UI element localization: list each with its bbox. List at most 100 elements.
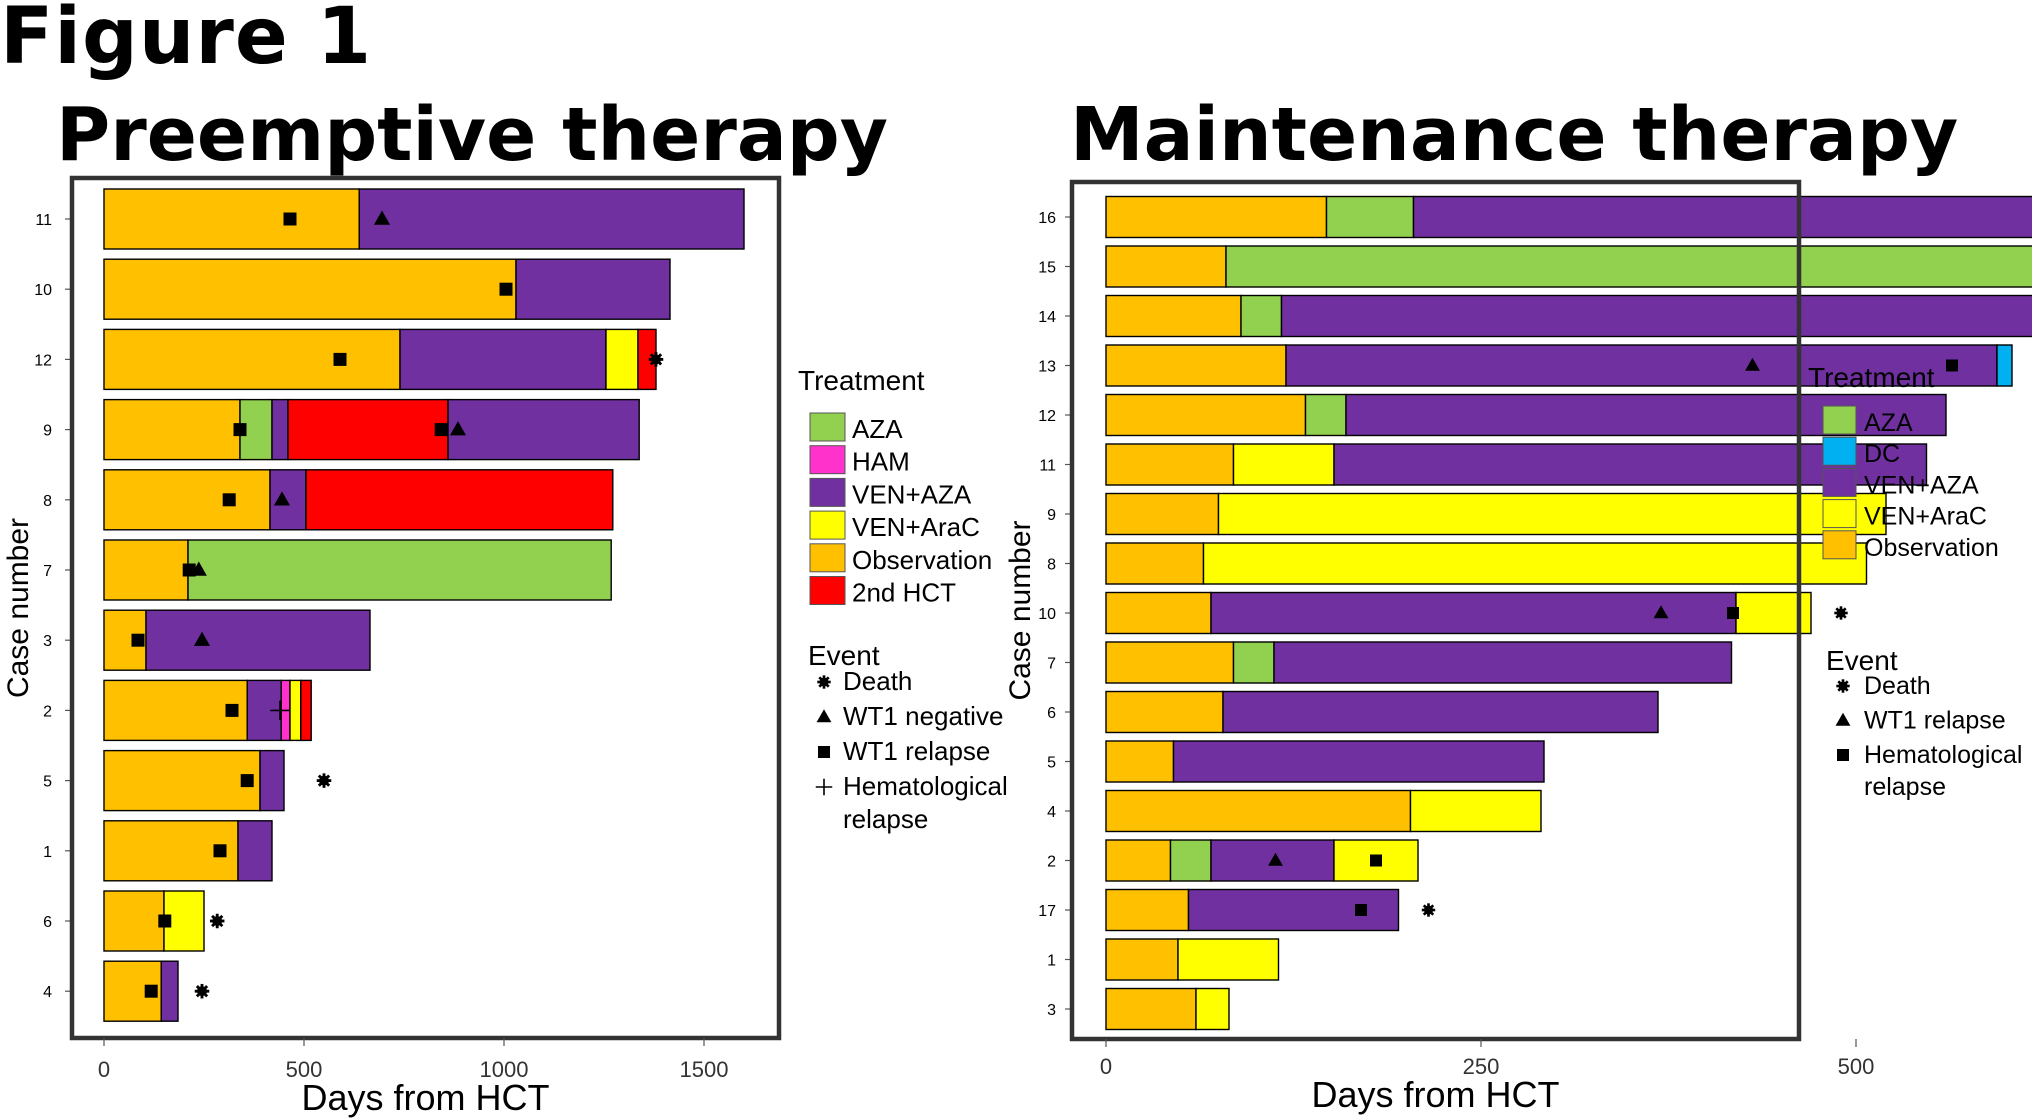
maintenance-legend-swatch-VEN+AraC [1822, 499, 1857, 529]
preemptive-legend-event-label: WT1 negative [843, 701, 1003, 731]
maintenance-legend-event-label: Hematological [1864, 741, 2022, 769]
preemptive-case-8-event-1 [273, 491, 291, 506]
maintenance-case-7-bar-1 [1232, 641, 1275, 684]
preemptive-legend-swatch-HAM [809, 445, 846, 475]
preemptive-case-5-event-1 [316, 773, 332, 788]
preemptive-ytick-label: 3 [43, 633, 52, 650]
maintenance-case-2-bar-0 [1105, 839, 1172, 882]
preemptive-ytick-label: 12 [34, 352, 52, 369]
maintenance-legend-event-symbol-death [1836, 679, 1850, 693]
preemptive-case-7-bar-0 [103, 539, 189, 601]
preemptive-case-3-bar-1 [145, 609, 371, 671]
preemptive-legend-swatch-VEN+AZA [809, 477, 846, 507]
preemptive-case-8-bar-2 [305, 469, 614, 531]
maintenance-case-3-bar-0 [1105, 987, 1197, 1031]
preemptive-case-2-bar-4 [300, 679, 312, 742]
preemptive-case-4-event-0 [144, 984, 158, 998]
preemptive-legend-event-title: Event [808, 640, 880, 671]
maintenance-plot-frame [1069, 179, 1802, 1042]
maintenance-case-12-bar-0 [1105, 393, 1307, 437]
maintenance-case-17-event-1-ray [1427, 904, 1435, 911]
maintenance-ytick-label: 3 [1047, 1002, 1056, 1019]
maintenance-case-10-event-2-ray [1840, 607, 1847, 614]
preemptive-case-3-event-1 [193, 631, 211, 646]
preemptive-case-9-bar-3 [287, 398, 449, 461]
preemptive-case-5-event-1-ray [322, 774, 331, 782]
preemptive-legend-swatch-AZA [809, 412, 846, 442]
preemptive-legend-label: VEN+AraC [852, 512, 980, 542]
preemptive-case-6-event-0 [158, 914, 172, 928]
maintenance-case-10-bar-1 [1210, 591, 1737, 635]
preemptive-legend-label: Observation [852, 545, 992, 575]
maintenance-ytick-label: 12 [1038, 408, 1056, 425]
preemptive-legend-label: VEN+AZA [852, 479, 972, 509]
preemptive-x-axis-label: Days from HCT [301, 1077, 549, 1118]
maintenance-ytick-label: 4 [1047, 804, 1056, 821]
preemptive-ytick-label: 8 [43, 493, 52, 510]
maintenance-case-14-bar-1 [1240, 294, 1283, 338]
preemptive-ytick-label: 4 [43, 984, 52, 1001]
preemptive-ytick-label: 7 [43, 563, 52, 580]
maintenance-legend-treatment-title: Treatment [1808, 362, 1935, 393]
preemptive-case-11-bar-1 [358, 188, 745, 250]
maintenance-legend-event-symbol-death-ray [1842, 680, 1849, 687]
maintenance-case-15-bar-0 [1105, 245, 1227, 288]
maintenance-ytick-label: 17 [1038, 903, 1056, 920]
preemptive-ytick-label: 5 [43, 774, 52, 791]
maintenance-legend-label: Observation [1864, 534, 1999, 562]
maintenance-case-16-bar-1 [1325, 195, 1415, 239]
preemptive-case-5-bar-0 [103, 749, 261, 812]
maintenance-ytick-label: 10 [1038, 606, 1056, 623]
preemptive-case-12-bar-1 [399, 328, 607, 391]
maintenance-ytick-label: 16 [1038, 210, 1056, 227]
preemptive-case-6-event-1 [209, 913, 225, 929]
preemptive-xtick-label: 1000 [480, 1057, 529, 1082]
preemptive-case-9-event-0 [233, 423, 247, 437]
maintenance-case-6-bar-0 [1105, 690, 1224, 734]
maintenance-legend-event-symbol-square [1837, 749, 1849, 761]
maintenance-case-14-bar-2 [1280, 294, 2032, 338]
maintenance-case-2-bar-1 [1169, 839, 1212, 882]
preemptive-case-5-event-0 [240, 774, 254, 788]
preemptive-case-11-event-0 [283, 212, 297, 226]
preemptive-case-8-bar-1 [269, 469, 307, 531]
preemptive-case-8-event-0 [222, 493, 236, 507]
maintenance-case-16-bar-0 [1105, 195, 1328, 239]
maintenance-xtick-label: 500 [1838, 1054, 1875, 1079]
maintenance-ytick-label: 11 [1039, 458, 1056, 475]
preemptive-case-12-event-0 [333, 352, 347, 366]
maintenance-ytick-label: 7 [1047, 656, 1056, 673]
preemptive-case-9-event-1 [434, 423, 448, 437]
maintenance-case-5-bar-1 [1172, 740, 1545, 783]
maintenance-case-11-bar-0 [1105, 443, 1235, 486]
preemptive-legend-label: AZA [852, 414, 903, 444]
maintenance-case-7-bar-0 [1105, 641, 1235, 684]
preemptive-case-2-event-1 [270, 700, 290, 721]
preemptive-case-7-event-1 [190, 561, 207, 576]
maintenance-case-13-bar-2 [1996, 344, 2013, 387]
maintenance-legend-event-title: Event [1826, 645, 1898, 676]
maintenance-legend-event-symbol-triangle [1835, 712, 1851, 726]
maintenance-legend-event-label: relapse [1864, 773, 1946, 801]
preemptive-legend-event-label: Hematological [843, 771, 1008, 801]
maintenance-case-2-event-0 [1268, 852, 1283, 866]
maintenance-ytick-label: 2 [1047, 854, 1056, 871]
preemptive-case-11-bar-0 [103, 188, 360, 250]
maintenance-case-15-bar-1 [1225, 245, 2032, 288]
maintenance-legend-swatch-VEN+AZA [1822, 467, 1857, 497]
preemptive-legend-event-label: relapse [843, 804, 928, 834]
preemptive-legend-treatment-title: Treatment [798, 365, 925, 396]
preemptive-case-6-event-1-ray [216, 914, 224, 923]
preemptive-case-10-event-0 [499, 282, 513, 296]
maintenance-case-17-event-1 [1421, 903, 1436, 917]
preemptive-legend-event-label: WT1 relapse [843, 736, 990, 766]
preemptive-legend-event-label: Death [843, 666, 912, 696]
maintenance-case-10-event-1 [1727, 607, 1739, 619]
maintenance-xtick-label: 250 [1463, 1054, 1500, 1079]
maintenance-case-5-bar-0 [1105, 740, 1175, 783]
maintenance-case-1-bar-1 [1177, 938, 1280, 981]
preemptive-case-1-bar-1 [237, 820, 273, 882]
maintenance-case-10-bar-0 [1105, 591, 1212, 635]
preemptive-case-12-event-1-ray [654, 353, 663, 361]
maintenance-case-10-event-2 [1834, 606, 1848, 620]
